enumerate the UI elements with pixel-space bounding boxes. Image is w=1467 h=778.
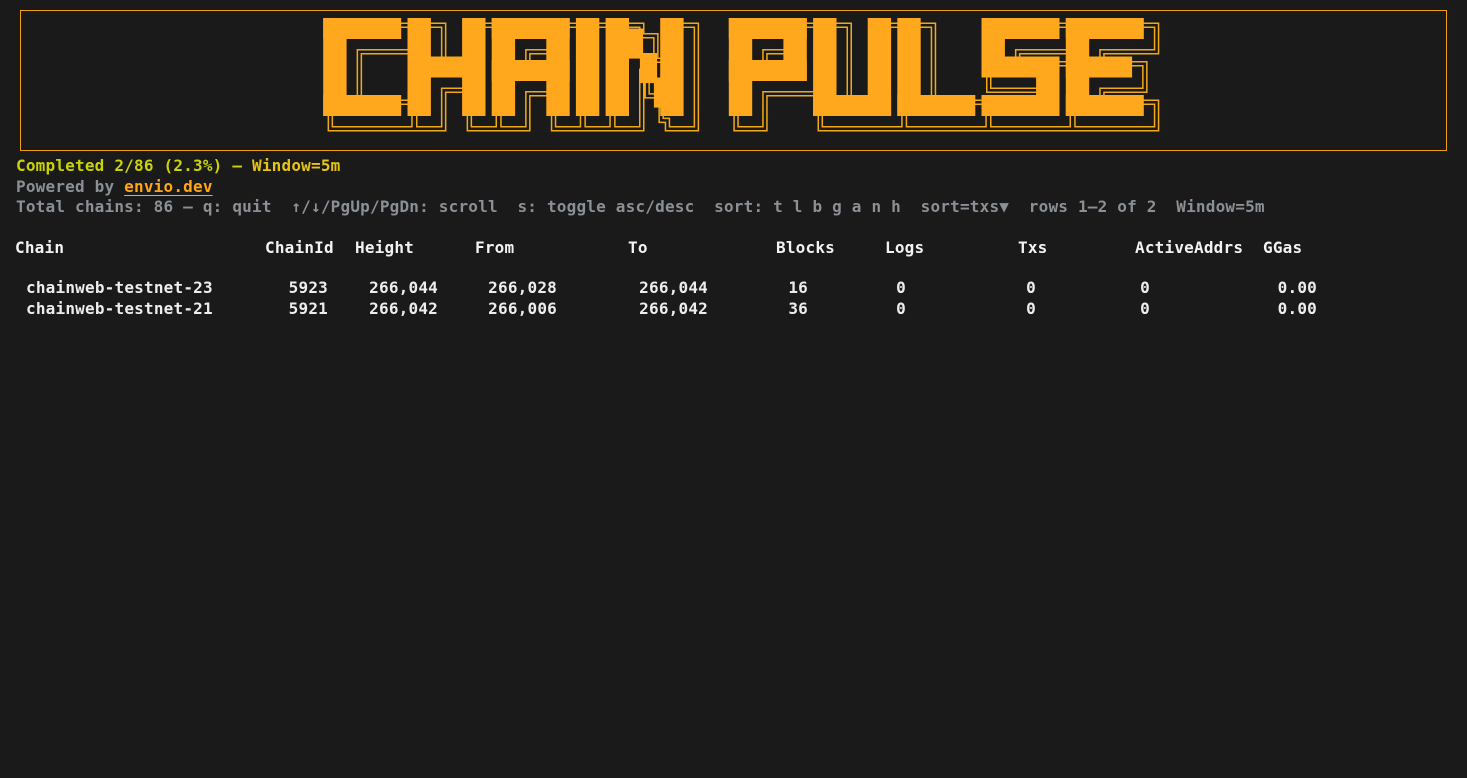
column-header-txs: Txs (1018, 238, 1048, 257)
cell-to: 266,044 (639, 278, 708, 297)
column-header-from: From (475, 238, 515, 257)
window-label: Window=5m (252, 156, 341, 175)
column-header-to: To (628, 238, 648, 257)
progress-status: Completed 2/86 (2.3%) — Window=5m (16, 156, 341, 176)
cell-height: 266,044 (369, 278, 438, 297)
table-header-row: Chain ChainId Height From To Blocks Logs… (0, 238, 1467, 259)
column-header-blocks: Blocks (776, 238, 835, 257)
cell-activeaddrs: 0 (1140, 278, 1150, 297)
cell-ggas: 0.00 (1277, 278, 1317, 297)
column-header-activeaddrs: ActiveAddrs (1135, 238, 1244, 257)
title-banner (20, 10, 1447, 151)
cell-activeaddrs: 0 (1140, 299, 1150, 318)
cell-height: 266,042 (369, 299, 438, 318)
cell-chainid: 5923 (288, 278, 328, 297)
cell-blocks: 36 (788, 299, 808, 318)
ascii-art-title (323, 18, 1154, 126)
cell-chainid: 5921 (288, 299, 328, 318)
column-header-height: Height (355, 238, 414, 257)
cell-logs: 0 (896, 278, 906, 297)
cell-to: 266,042 (639, 299, 708, 318)
table-row[interactable]: chainweb-testnet-21 5921 266,042 266,006… (0, 299, 1467, 320)
table-row[interactable]: chainweb-testnet-23 5923 266,044 266,028… (0, 278, 1467, 299)
powered-by-label: Powered by (16, 177, 125, 196)
envio-link[interactable]: envio.dev (124, 177, 213, 196)
column-header-logs: Logs (885, 238, 925, 257)
column-header-chainid: ChainId (265, 238, 334, 257)
cell-chain: chainweb-testnet-23 (26, 278, 213, 297)
column-header-chain: Chain (15, 238, 65, 257)
cell-logs: 0 (896, 299, 906, 318)
cell-blocks: 16 (788, 278, 808, 297)
title-fill-letters (323, 18, 1144, 116)
cell-ggas: 0.00 (1277, 299, 1317, 318)
cell-txs: 0 (1026, 299, 1036, 318)
cell-from: 266,006 (488, 299, 557, 318)
column-header-ggas: GGas (1263, 238, 1303, 257)
cell-txs: 0 (1026, 278, 1036, 297)
completed-label: Completed 2/86 (2.3%) — (16, 156, 252, 175)
powered-by: Powered by envio.dev (16, 177, 213, 197)
help-bar: Total chains: 86 — q: quit ↑/↓/PgUp/PgDn… (16, 197, 1265, 216)
cell-from: 266,028 (488, 278, 557, 297)
cell-chain: chainweb-testnet-21 (26, 299, 213, 318)
